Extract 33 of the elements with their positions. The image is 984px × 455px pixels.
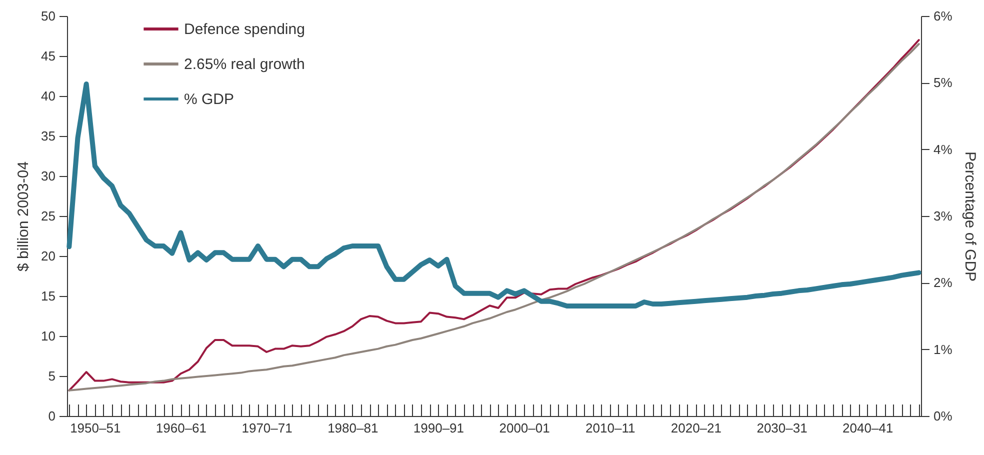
- y-tick-label: 15: [41, 288, 56, 304]
- y-tick-label: 30: [41, 168, 56, 184]
- legend-label: % GDP: [184, 91, 234, 108]
- y2-tick-label: 4%: [934, 142, 953, 157]
- y-tick-label: 45: [41, 48, 56, 64]
- y2-tick-label: 6%: [934, 8, 953, 24]
- y2-axis-title: Percentage of GDP: [961, 151, 978, 282]
- y-tick-label: 35: [41, 128, 56, 144]
- x-tick-label: 1970–71: [242, 420, 292, 436]
- x-tick-label: 2030–31: [756, 420, 808, 436]
- x-tick-label: 1990–91: [413, 420, 464, 436]
- y-tick-label: 10: [41, 328, 56, 344]
- y-tick-label: 40: [41, 88, 56, 104]
- y2-tick-label: 3%: [934, 208, 953, 224]
- x-tick-label: 2020–21: [670, 420, 722, 436]
- y-tick-label: 0: [48, 408, 56, 424]
- y-tick-label: 50: [41, 8, 56, 24]
- x-tick-label: 1950–51: [70, 420, 121, 436]
- x-tick-label: 1980–81: [328, 420, 378, 436]
- y2-tick-label: 2%: [934, 275, 953, 290]
- y2-tick-label: 0%: [934, 408, 953, 424]
- x-tick-label: 2000–01: [499, 420, 550, 436]
- x-tick-label: 1960–61: [156, 420, 207, 436]
- x-tick-label: 2040–41: [842, 420, 894, 436]
- y-tick-label: 25: [41, 208, 56, 224]
- y-tick-label: 20: [41, 248, 56, 264]
- y2-tick-label: 1%: [934, 342, 953, 357]
- legend-label: Defence spending: [184, 21, 305, 38]
- y-tick-label: 5: [48, 368, 56, 384]
- y2-tick-label: 5%: [934, 75, 953, 90]
- x-tick-label: 2010–11: [586, 420, 636, 436]
- legend-label: 2.65% real growth: [184, 56, 305, 73]
- y-axis-title: $ billion 2003-04: [15, 161, 32, 272]
